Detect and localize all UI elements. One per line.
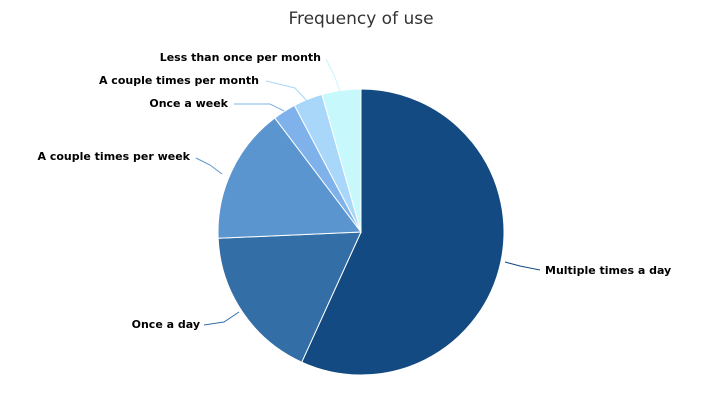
slice-label-once-a-week: Once a week [149,97,228,110]
pie-slice-once-a-day [217,231,362,363]
chart-title: Frequency of use [288,9,433,29]
connector-a-couple-times-per-month [265,80,308,102]
slice-label-once-a-day: Once a day [132,318,200,331]
slice-label-multiple-times-a-day: Multiple times a day [545,264,671,277]
connector-once-a-day [203,311,240,326]
slice-label-a-couple-times-per-month: A couple times per month [99,74,259,87]
connector-a-couple-times-per-week [195,157,223,175]
pie-slice-a-couple-times-per-week [217,117,362,239]
pie-slice-multiple-times-a-day [301,88,505,376]
slice-label-a-couple-times-per-week: A couple times per week [37,150,190,163]
slice-label-less-than-once-per-month: Less than once per month [160,51,321,64]
labels-layer: Multiple times a day Once a day A couple t… [37,51,671,331]
slices-layer [217,88,505,376]
pie-slice-less-than-once-per-month [321,88,362,233]
connector-less-than-once-per-month [325,58,341,92]
connector-once-a-week [234,103,285,112]
connector-multiple-times-a-day [504,261,541,271]
